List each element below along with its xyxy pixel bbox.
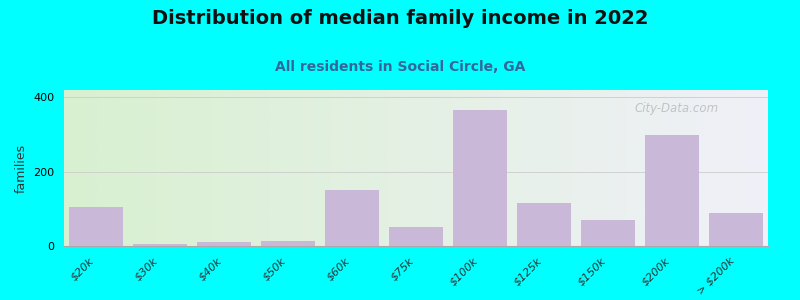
Bar	[197, 242, 251, 246]
Bar	[645, 135, 699, 246]
Bar	[581, 220, 635, 246]
Text: Distribution of median family income in 2022: Distribution of median family income in …	[152, 9, 648, 28]
Bar	[261, 241, 315, 246]
Text: All residents in Social Circle, GA: All residents in Social Circle, GA	[275, 60, 525, 74]
Y-axis label: families: families	[14, 143, 27, 193]
Bar	[709, 213, 763, 246]
Bar	[133, 244, 187, 246]
Text: City-Data.com: City-Data.com	[634, 102, 718, 115]
Bar	[389, 227, 443, 246]
Bar	[453, 110, 507, 246]
Bar	[517, 203, 571, 246]
Bar	[69, 207, 123, 246]
Bar	[325, 190, 379, 246]
